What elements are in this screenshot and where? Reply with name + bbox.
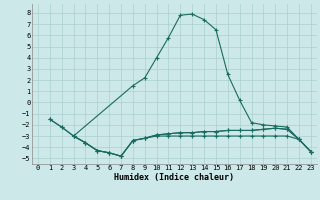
X-axis label: Humidex (Indice chaleur): Humidex (Indice chaleur) <box>115 173 234 182</box>
